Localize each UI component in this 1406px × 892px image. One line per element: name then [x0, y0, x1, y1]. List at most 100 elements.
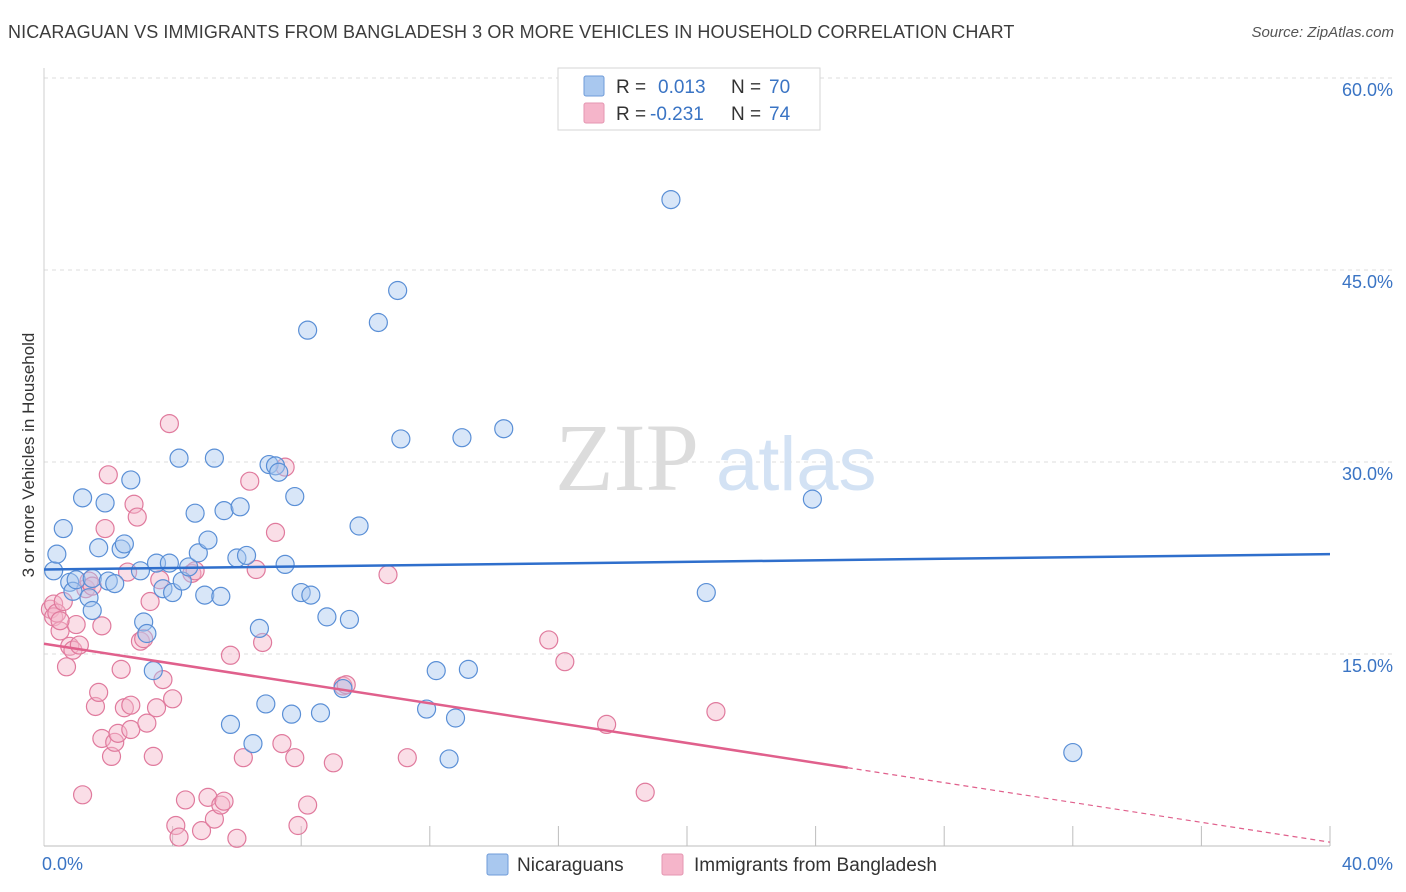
legend-blue-r-value: 0.013: [658, 77, 706, 98]
bangladesh-point-61: [323, 753, 343, 773]
nicaraguans-point-29: [195, 585, 215, 605]
bangladesh-point-54: [253, 632, 273, 653]
nicaraguans-point-6: [72, 488, 93, 508]
source-label: Source: ZipAtlas.com: [1251, 24, 1394, 41]
nicaraguans-point-32: [211, 586, 231, 607]
nicaraguans-point-62: [458, 659, 478, 679]
nicaraguans-point-63: [452, 428, 472, 448]
bangladesh-point-69: [635, 782, 655, 802]
nicaraguans-point-18: [137, 623, 157, 644]
x-tick-label-1: 40.0%: [1342, 854, 1393, 874]
nicaraguans-point-1: [47, 544, 67, 564]
bangladesh-point-33: [143, 746, 163, 767]
nicaraguans-point-43: [269, 462, 289, 482]
nicaraguans-point-33: [214, 501, 234, 521]
watermark-zip: ZIP: [555, 404, 699, 511]
nicaraguans-point-21: [153, 579, 173, 599]
bangladesh-trend-extension: [847, 767, 1331, 843]
nicaraguans-point-36: [230, 497, 250, 517]
nicaraguans-point-39: [249, 618, 270, 639]
bangladesh-point-51: [233, 748, 253, 768]
watermark-atlas: atlas: [716, 422, 877, 507]
bangladesh-point-71: [50, 611, 70, 631]
bangladesh-point-28: [127, 507, 147, 527]
legend-pink-r-label: R =: [616, 104, 646, 125]
bangladesh-trend-line: [43, 642, 848, 769]
y-tick-label-1: 30.0%: [1342, 464, 1393, 484]
bangladesh-point-11: [72, 785, 93, 805]
legend-pink-r-value: -0.231: [650, 104, 704, 125]
bottom-legend-pink-swatch: [661, 853, 684, 876]
nicaraguans-point-27: [185, 503, 205, 523]
nicaraguans-point-56: [388, 280, 408, 301]
nicaraguans-point-9: [89, 538, 109, 558]
bangladesh-point-18: [95, 518, 115, 539]
nicaraguans-point-15: [121, 470, 141, 490]
bangladesh-point-70: [706, 701, 726, 722]
bangladesh-point-53: [246, 559, 266, 580]
bangladesh-point-72: [92, 616, 112, 636]
bangladesh-point-26: [121, 719, 141, 740]
nicaraguans-point-48: [298, 320, 318, 340]
nicaraguans-point-54: [349, 516, 369, 536]
nicaraguans-point-60: [439, 749, 459, 769]
nicaraguans-point-22: [159, 553, 179, 573]
bangladesh-point-37: [159, 414, 179, 434]
bangladesh-point-48: [214, 791, 234, 811]
nicaraguans-point-2: [53, 518, 73, 539]
nicaraguans-point-5: [66, 570, 86, 590]
nicaraguans-point-45: [281, 704, 302, 724]
nicaraguans-point-44: [275, 554, 295, 575]
bangladesh-point-65: [397, 748, 417, 768]
bangladesh-point-30: [134, 629, 154, 649]
nicaraguans-point-41: [259, 454, 279, 475]
nicaraguans-point-49: [301, 585, 321, 605]
nicaraguans-point-12: [105, 573, 125, 594]
nicaraguans-point-65: [661, 190, 681, 210]
bangladesh-point-20: [101, 746, 122, 767]
y-tick-label-3: 60.0%: [1342, 80, 1393, 100]
bangladesh-point-49: [220, 645, 241, 665]
nicaraguans-point-31: [204, 448, 224, 468]
trend-lines: [43, 552, 1331, 843]
nicaraguans-point-57: [391, 429, 411, 449]
nicaraguans-point-0: [44, 561, 64, 581]
nicaraguans-point-24: [169, 448, 189, 468]
series-legend: Nicaraguans Immigrants from Bangladesh: [486, 853, 937, 876]
bangladesh-point-52: [240, 471, 260, 491]
bangladesh-point-73: [121, 695, 141, 715]
nicaraguans-point-69: [82, 600, 102, 621]
bangladesh-point-6: [56, 657, 77, 677]
bangladesh-point-23: [111, 659, 131, 679]
legend-blue-swatch: [583, 75, 605, 97]
x-tick-label-0: 0.0%: [42, 854, 83, 874]
bangladesh-point-64: [378, 565, 398, 585]
bangladesh-point-46: [204, 809, 224, 829]
bangladesh-point-55: [265, 522, 286, 543]
y-tick-label-2: 45.0%: [1342, 272, 1393, 292]
legend-pink-n-label: N =: [731, 104, 761, 125]
nicaraguans-point-16: [130, 561, 151, 581]
bangladesh-point-9: [66, 614, 86, 635]
nicaraguans-point-10: [95, 493, 115, 513]
nicaraguans-point-34: [220, 714, 241, 735]
bangladesh-point-56: [272, 733, 292, 754]
nicaraguans-point-13: [111, 539, 131, 559]
nicaraguans-point-53: [339, 609, 360, 630]
bangladesh-point-39: [166, 815, 186, 836]
bangladesh-point-67: [555, 652, 575, 672]
legend-blue-r-label: R =: [616, 77, 646, 98]
series-nicaraguans-points: [44, 190, 1083, 769]
bangladesh-point-29: [130, 631, 151, 651]
bangladesh-point-32: [140, 591, 160, 612]
nicaraguans-trend-line: [43, 552, 1331, 571]
bangladesh-point-19: [98, 465, 118, 485]
watermark: ZIP atlas: [555, 404, 877, 511]
bangladesh-point-50: [227, 828, 247, 848]
bangladesh-point-60: [298, 795, 318, 815]
bangladesh-point-38: [163, 689, 183, 709]
nicaraguans-point-25: [172, 571, 192, 591]
bangladesh-point-66: [539, 630, 559, 650]
nicaraguans-point-8: [82, 568, 102, 589]
nicaraguans-point-40: [256, 694, 276, 714]
